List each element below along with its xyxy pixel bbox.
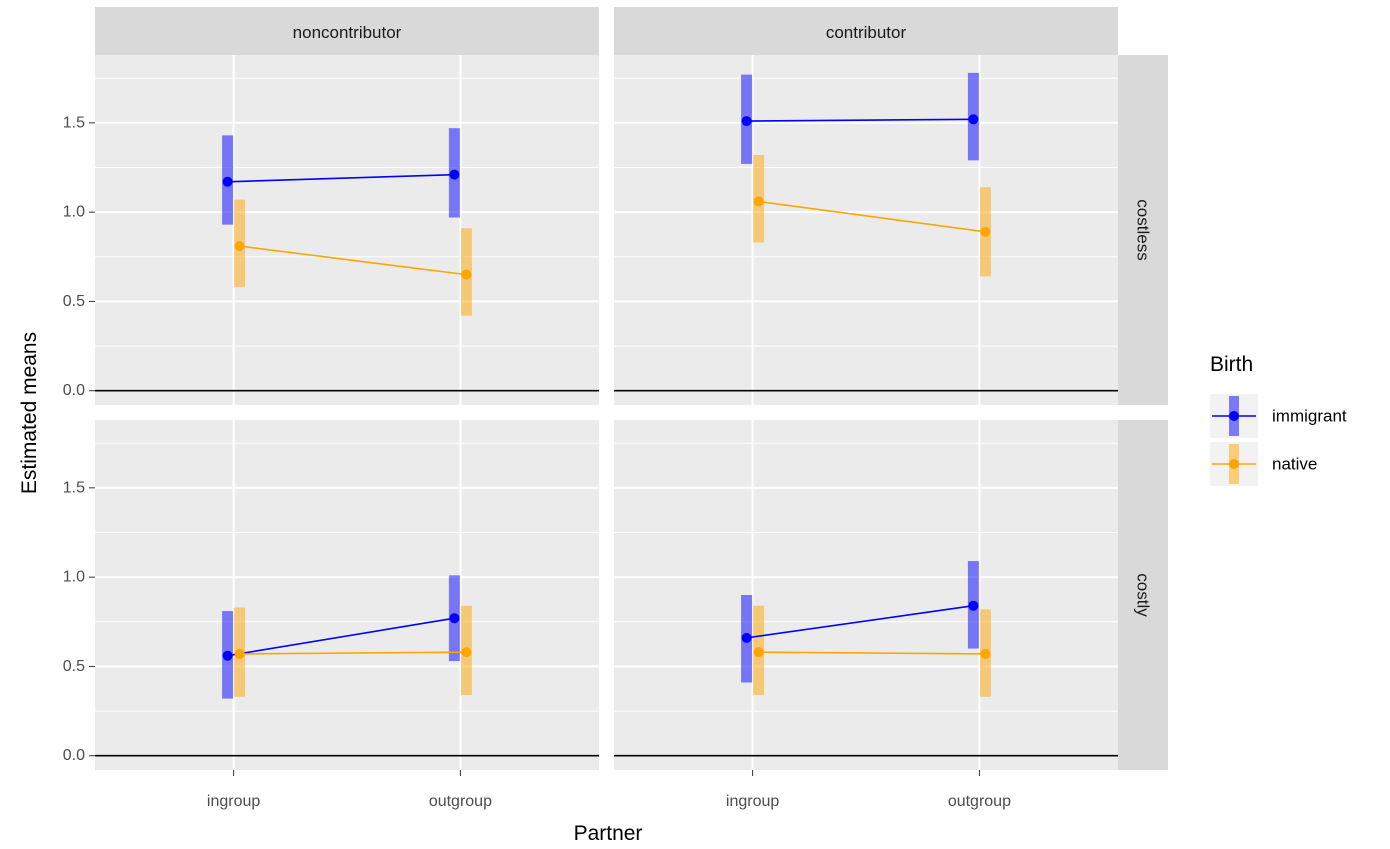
data-point-immigrant	[449, 169, 460, 180]
legend-title: Birth	[1210, 353, 1253, 376]
data-point-native	[980, 226, 991, 237]
strip-label-costless: costless	[1134, 199, 1153, 260]
legend-key-point	[1229, 411, 1239, 421]
legend-key-point	[1229, 459, 1239, 469]
data-point-native	[461, 269, 472, 280]
data-point-immigrant	[222, 176, 233, 187]
legend-entry-immigrant: immigrant	[1210, 394, 1347, 438]
strip-costless	[1118, 55, 1168, 405]
y-tick-label: 1.0	[63, 204, 85, 221]
y-axis-title: Estimated means	[18, 332, 41, 494]
x-tick-label: outgroup	[429, 793, 492, 810]
series-line-native	[758, 651, 986, 655]
series-line-immigrant	[746, 604, 974, 639]
panel-contributor-costless	[614, 55, 1118, 405]
legend-label-native: native	[1272, 455, 1317, 474]
data-point-immigrant	[968, 600, 979, 611]
y-tick-label: 0.0	[63, 382, 85, 399]
panel-background	[95, 55, 599, 405]
series-line-immigrant	[227, 617, 455, 657]
legend-entry-native: native	[1210, 442, 1317, 486]
legend: Birth immigrant native	[1210, 353, 1347, 486]
data-point-immigrant	[449, 613, 460, 624]
data-point-immigrant	[968, 114, 979, 125]
data-point-immigrant	[222, 650, 233, 661]
data-point-native	[753, 647, 764, 658]
data-point-native	[461, 647, 472, 658]
x-tick-label: ingroup	[726, 793, 779, 810]
data-point-immigrant	[741, 632, 752, 643]
panel-background	[614, 55, 1118, 405]
data-point-immigrant	[741, 116, 752, 127]
panel-background	[614, 420, 1118, 770]
data-point-native	[753, 196, 764, 207]
strip-contributor	[614, 7, 1118, 55]
data-point-native	[234, 241, 245, 252]
series-line-native	[758, 200, 986, 233]
strip-label-costly: costly	[1134, 573, 1153, 617]
y-tick-label: 1.0	[63, 569, 85, 586]
y-tick-label: 0.0	[63, 747, 85, 764]
strip-costly	[1118, 420, 1168, 770]
x-axis-title: Partner	[574, 822, 643, 845]
panel-noncontributor-costly	[95, 420, 599, 770]
panels	[95, 55, 1118, 770]
strip-noncontributor	[95, 7, 599, 55]
series-line-immigrant	[227, 173, 455, 183]
strip-label-noncontributor: noncontributor	[293, 23, 402, 42]
data-point-native	[234, 648, 245, 659]
x-tick-label: ingroup	[207, 793, 260, 810]
y-tick-label: 0.5	[63, 658, 85, 675]
facet-strips: noncontributor contributor costless costly	[95, 7, 1168, 770]
strip-label-contributor: contributor	[826, 23, 907, 42]
y-tick-label: 1.5	[63, 479, 85, 496]
y-tick-label: 0.5	[63, 293, 85, 310]
y-tick-label: 1.5	[63, 114, 85, 131]
panel-noncontributor-costless	[95, 55, 599, 405]
series-line-immigrant	[746, 118, 974, 122]
series-line-native	[239, 245, 467, 276]
data-point-native	[980, 648, 991, 659]
x-tick-label: outgroup	[948, 793, 1011, 810]
axes: Partner Estimated means 0.0 0.5 1.0 1.5 0.0 0…	[18, 114, 1011, 845]
panel-background	[95, 420, 599, 770]
legend-label-immigrant: immigrant	[1272, 407, 1347, 426]
panel-contributor-costly	[614, 420, 1118, 770]
series-line-native	[239, 651, 467, 655]
